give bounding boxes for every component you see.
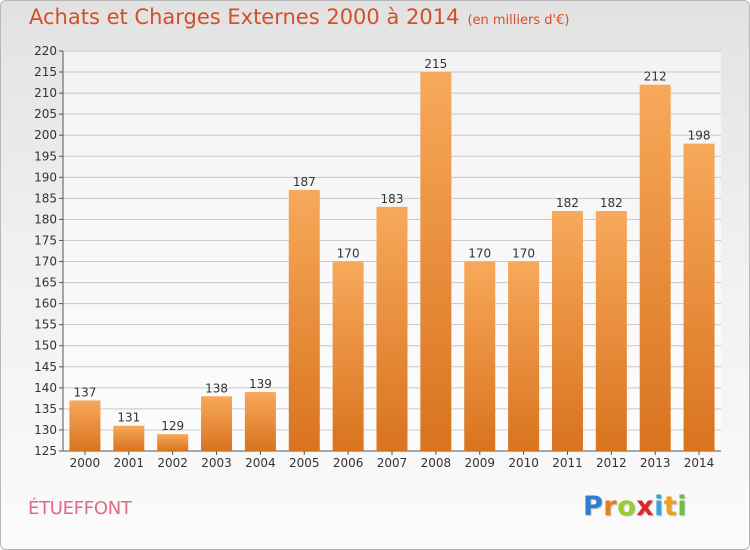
y-tick-label: 130 xyxy=(34,423,57,437)
x-tick-label: 2010 xyxy=(508,456,539,470)
data-label: 182 xyxy=(600,196,623,210)
data-label: 183 xyxy=(381,192,404,206)
y-tick-label: 160 xyxy=(34,297,57,311)
x-tick-label: 2008 xyxy=(421,456,452,470)
y-tick-label: 170 xyxy=(34,255,57,269)
data-label: 137 xyxy=(73,385,96,399)
y-tick-label: 140 xyxy=(34,381,57,395)
x-tick-label: 2005 xyxy=(289,456,320,470)
logo-letter: i xyxy=(677,491,688,522)
bar xyxy=(508,261,540,451)
bar xyxy=(376,206,408,451)
data-label: 212 xyxy=(644,70,667,84)
logo-letter: P xyxy=(583,491,604,522)
data-label: 139 xyxy=(249,377,272,391)
x-tick-label: 2007 xyxy=(377,456,408,470)
data-label: 215 xyxy=(424,57,447,71)
bar xyxy=(69,400,101,451)
data-label: 170 xyxy=(512,247,535,261)
commune-name: ÉTUEFFONT xyxy=(28,498,132,519)
bar xyxy=(639,84,671,452)
x-tick-label: 2003 xyxy=(201,456,232,470)
data-label: 170 xyxy=(337,247,360,261)
data-label: 131 xyxy=(117,411,140,425)
y-tick-label: 135 xyxy=(34,402,57,416)
bar xyxy=(157,434,189,451)
bar xyxy=(113,425,145,451)
y-tick-label: 205 xyxy=(34,107,57,121)
x-tick-label: 2002 xyxy=(157,456,188,470)
x-tick-label: 2009 xyxy=(464,456,495,470)
logo-letter: i xyxy=(654,491,664,522)
logo-letter: r xyxy=(603,491,618,522)
data-label: 138 xyxy=(205,381,228,395)
data-label: 198 xyxy=(688,129,711,143)
y-tick-label: 210 xyxy=(34,86,57,100)
y-tick-label: 155 xyxy=(34,318,57,332)
y-tick-label: 175 xyxy=(34,233,57,247)
chart-title-text: Achats et Charges Externes 2000 à 2014 xyxy=(29,5,460,29)
y-tick-label: 180 xyxy=(34,212,57,226)
bar xyxy=(683,143,715,451)
chart-title: Achats et Charges Externes 2000 à 2014 (e… xyxy=(29,5,569,29)
proxiti-logo: Proxiti xyxy=(583,491,687,522)
bar xyxy=(420,72,452,451)
bar xyxy=(551,211,583,451)
y-tick-label: 215 xyxy=(34,65,57,79)
bar xyxy=(288,189,320,451)
y-tick-label: 220 xyxy=(34,44,57,58)
bar xyxy=(244,392,276,451)
y-tick-label: 185 xyxy=(34,191,57,205)
x-tick-label: 2001 xyxy=(114,456,145,470)
y-tick-label: 145 xyxy=(34,360,57,374)
bar xyxy=(332,261,364,451)
x-tick-label: 2014 xyxy=(684,456,715,470)
y-tick-label: 125 xyxy=(34,444,57,458)
logo-letter: t xyxy=(663,491,678,522)
y-tick-label: 190 xyxy=(34,170,57,184)
x-tick-label: 2006 xyxy=(333,456,364,470)
x-tick-label: 2013 xyxy=(640,456,671,470)
data-label: 129 xyxy=(161,419,184,433)
y-tick-label: 195 xyxy=(34,149,57,163)
logo-letter: x xyxy=(636,491,655,522)
y-tick-label: 165 xyxy=(34,276,57,290)
logo-letter: o xyxy=(617,491,637,522)
data-label: 170 xyxy=(468,247,491,261)
x-tick-label: 2012 xyxy=(596,456,627,470)
bar xyxy=(595,211,627,451)
x-tick-label: 2000 xyxy=(70,456,101,470)
x-tick-label: 2011 xyxy=(552,456,583,470)
y-tick-label: 200 xyxy=(34,128,57,142)
data-label: 182 xyxy=(556,196,579,210)
chart-subtitle: (en milliers d'€) xyxy=(467,13,570,28)
y-tick-label: 150 xyxy=(34,339,57,353)
bar xyxy=(201,396,233,451)
x-tick-label: 2004 xyxy=(245,456,276,470)
bar xyxy=(464,261,496,451)
data-label: 187 xyxy=(293,175,316,189)
